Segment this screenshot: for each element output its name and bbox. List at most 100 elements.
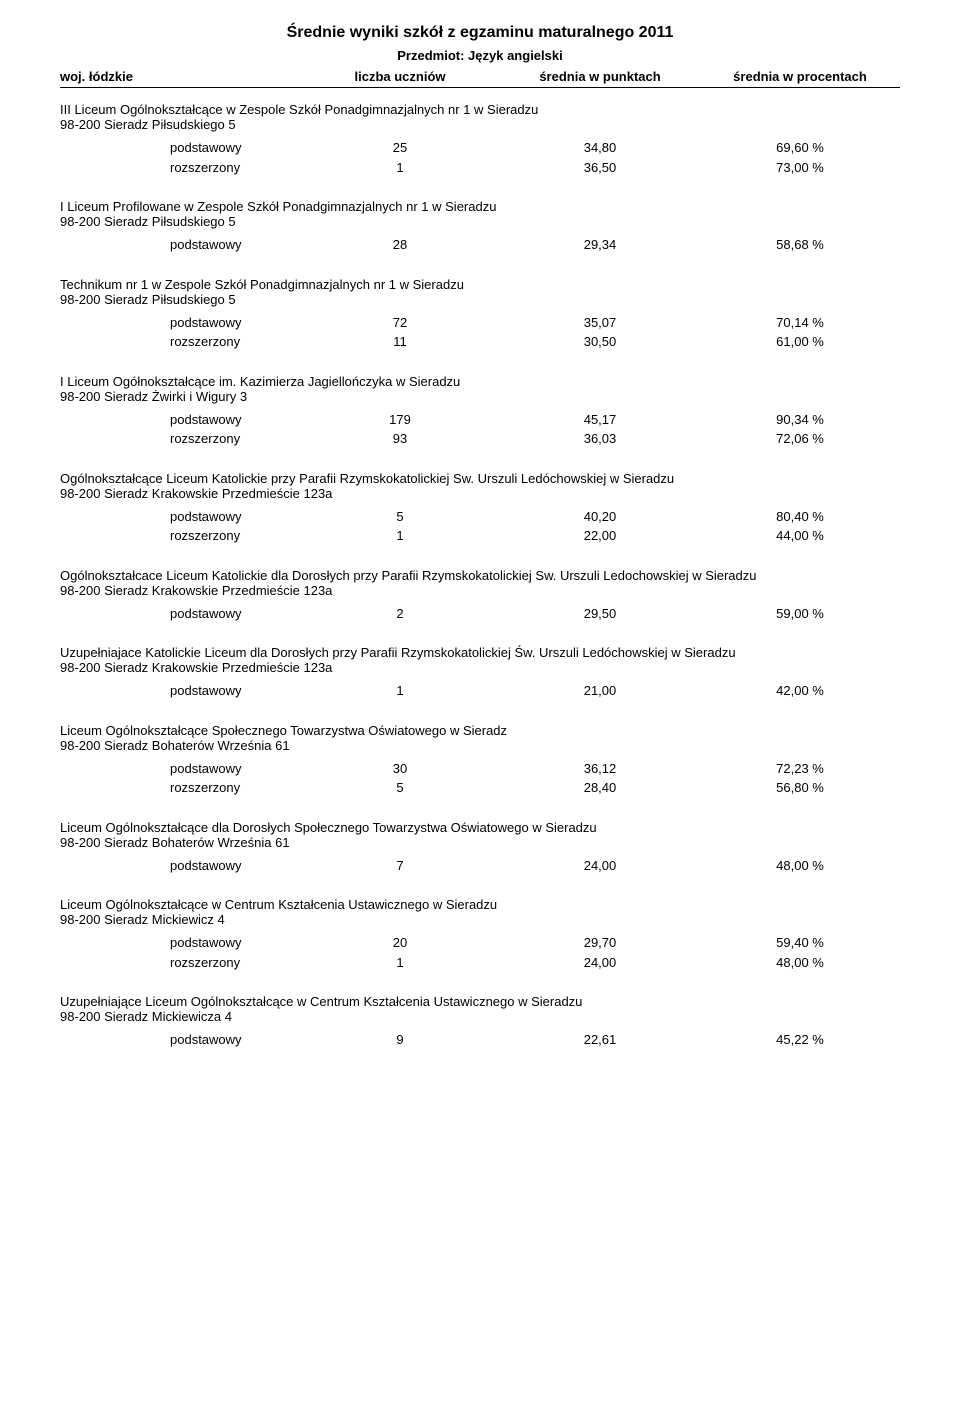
value-count: 25 [300, 138, 500, 158]
value-points: 21,00 [500, 681, 700, 701]
value-percent: 56,80 % [700, 778, 900, 798]
data-row: rozszerzony136,5073,00 % [60, 158, 900, 178]
value-percent: 61,00 % [700, 332, 900, 352]
value-count: 179 [300, 410, 500, 430]
value-percent: 69,60 % [700, 138, 900, 158]
school-name: Technikum nr 1 w Zespole Szkół Ponadgimn… [60, 277, 900, 292]
data-row: rozszerzony1130,5061,00 % [60, 332, 900, 352]
value-count: 30 [300, 759, 500, 779]
school-block: Uzupełniające Liceum Ogólnokształcące w … [60, 994, 900, 1050]
data-row: podstawowy2829,3458,68 % [60, 235, 900, 255]
data-row: podstawowy3036,1272,23 % [60, 759, 900, 779]
value-count: 28 [300, 235, 500, 255]
school-address: 98-200 Sieradz Mickiewicz 4 [60, 912, 900, 927]
level-label: podstawowy [60, 410, 300, 430]
value-points: 24,00 [500, 856, 700, 876]
value-percent: 59,40 % [700, 933, 900, 953]
school-address: 98-200 Sieradz Piłsudskiego 5 [60, 214, 900, 229]
data-row: rozszerzony124,0048,00 % [60, 953, 900, 973]
level-label: podstawowy [60, 1030, 300, 1050]
school-block: Liceum Ogólnokształcące w Centrum Kształ… [60, 897, 900, 972]
school-block: I Liceum Profilowane w Zespole Szkół Pon… [60, 199, 900, 255]
level-label: podstawowy [60, 759, 300, 779]
value-count: 1 [300, 681, 500, 701]
value-percent: 73,00 % [700, 158, 900, 178]
level-label: rozszerzony [60, 953, 300, 973]
school-block: Liceum Ogólnokształcące Społecznego Towa… [60, 723, 900, 798]
data-row: rozszerzony9336,0372,06 % [60, 429, 900, 449]
school-name: Uzupełniające Liceum Ogólnokształcące w … [60, 994, 900, 1009]
value-percent: 72,23 % [700, 759, 900, 779]
column-header-row: woj. łódzkie liczba uczniów średnia w pu… [60, 69, 900, 88]
value-count: 7 [300, 856, 500, 876]
page-title: Średnie wyniki szkół z egzaminu maturaln… [60, 24, 900, 42]
data-row: podstawowy121,0042,00 % [60, 681, 900, 701]
value-percent: 58,68 % [700, 235, 900, 255]
value-points: 28,40 [500, 778, 700, 798]
data-row: podstawowy17945,1790,34 % [60, 410, 900, 430]
school-name: Uzupełniajace Katolickie Liceum dla Doro… [60, 645, 900, 660]
level-label: podstawowy [60, 856, 300, 876]
school-block: Ogólnokształcace Liceum Katolickie dla D… [60, 568, 900, 624]
value-points: 35,07 [500, 313, 700, 333]
value-points: 34,80 [500, 138, 700, 158]
school-name: Ogólnokształcace Liceum Katolickie dla D… [60, 568, 900, 583]
region-label: woj. łódzkie [60, 69, 300, 84]
data-row: podstawowy922,6145,22 % [60, 1030, 900, 1050]
value-percent: 44,00 % [700, 526, 900, 546]
school-address: 98-200 Sieradz Krakowskie Przedmieście 1… [60, 486, 900, 501]
value-points: 30,50 [500, 332, 700, 352]
value-percent: 80,40 % [700, 507, 900, 527]
value-points: 29,50 [500, 604, 700, 624]
value-points: 36,12 [500, 759, 700, 779]
value-percent: 48,00 % [700, 856, 900, 876]
value-points: 24,00 [500, 953, 700, 973]
value-count: 5 [300, 778, 500, 798]
level-label: rozszerzony [60, 778, 300, 798]
school-block: Ogólnokształcące Liceum Katolickie przy … [60, 471, 900, 546]
value-count: 1 [300, 158, 500, 178]
value-percent: 70,14 % [700, 313, 900, 333]
level-label: rozszerzony [60, 332, 300, 352]
page: Średnie wyniki szkół z egzaminu maturaln… [0, 0, 960, 1112]
school-block: Uzupełniajace Katolickie Liceum dla Doro… [60, 645, 900, 701]
value-points: 36,03 [500, 429, 700, 449]
school-block: Technikum nr 1 w Zespole Szkół Ponadgimn… [60, 277, 900, 352]
data-row: rozszerzony528,4056,80 % [60, 778, 900, 798]
value-count: 5 [300, 507, 500, 527]
school-name: Liceum Ogólnokształcące Społecznego Towa… [60, 723, 900, 738]
school-address: 98-200 Sieradz Krakowskie Przedmieście 1… [60, 660, 900, 675]
level-label: rozszerzony [60, 526, 300, 546]
value-count: 1 [300, 953, 500, 973]
data-row: podstawowy7235,0770,14 % [60, 313, 900, 333]
value-percent: 59,00 % [700, 604, 900, 624]
value-points: 36,50 [500, 158, 700, 178]
school-address: 98-200 Sieradz Piłsudskiego 5 [60, 117, 900, 132]
school-address: 98-200 Sieradz Bohaterów Września 61 [60, 835, 900, 850]
data-row: podstawowy2534,8069,60 % [60, 138, 900, 158]
value-points: 40,20 [500, 507, 700, 527]
school-block: Liceum Ogólnokształcące dla Dorosłych Sp… [60, 820, 900, 876]
level-label: rozszerzony [60, 158, 300, 178]
level-label: rozszerzony [60, 429, 300, 449]
value-count: 1 [300, 526, 500, 546]
data-row: podstawowy229,5059,00 % [60, 604, 900, 624]
value-points: 22,00 [500, 526, 700, 546]
school-name: Liceum Ogólnokształcące w Centrum Kształ… [60, 897, 900, 912]
school-name: I Liceum Ogółnokształcące im. Kazimierza… [60, 374, 900, 389]
value-percent: 90,34 % [700, 410, 900, 430]
value-percent: 72,06 % [700, 429, 900, 449]
level-label: podstawowy [60, 507, 300, 527]
data-row: podstawowy2029,7059,40 % [60, 933, 900, 953]
value-points: 29,34 [500, 235, 700, 255]
school-block: I Liceum Ogółnokształcące im. Kazimierza… [60, 374, 900, 449]
school-block: III Liceum Ogólnokształcące w Zespole Sz… [60, 102, 900, 177]
level-label: podstawowy [60, 138, 300, 158]
level-label: podstawowy [60, 313, 300, 333]
data-row: podstawowy724,0048,00 % [60, 856, 900, 876]
value-points: 22,61 [500, 1030, 700, 1050]
value-percent: 48,00 % [700, 953, 900, 973]
value-percent: 45,22 % [700, 1030, 900, 1050]
school-address: 98-200 Sieradz Mickiewicza 4 [60, 1009, 900, 1024]
value-count: 11 [300, 332, 500, 352]
